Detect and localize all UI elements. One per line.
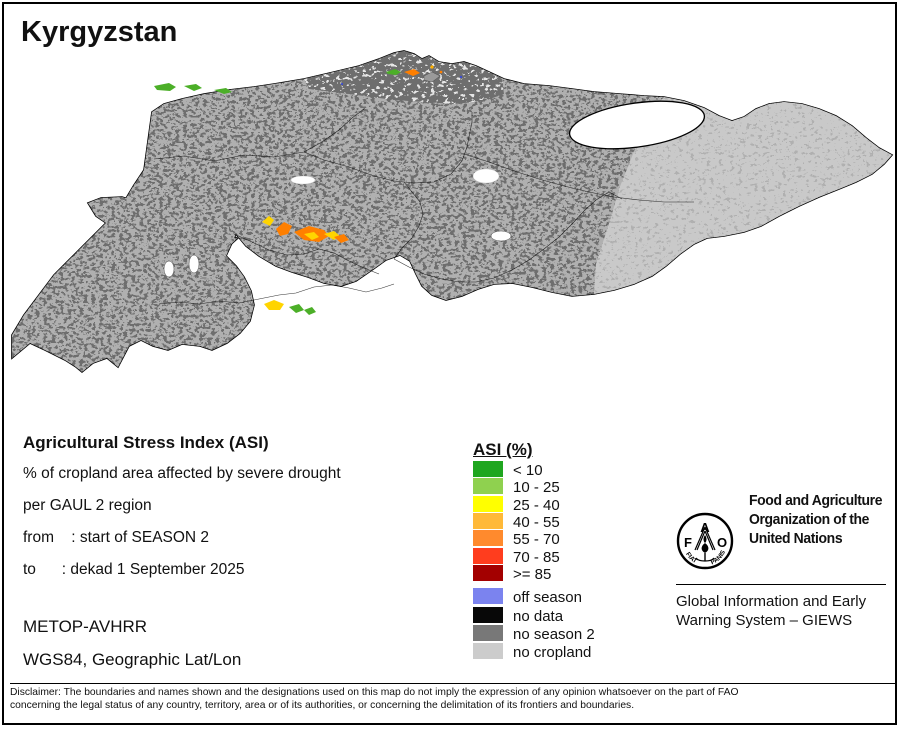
svg-text:F: F	[684, 535, 692, 550]
svg-text:FIAT: FIAT	[684, 551, 698, 565]
svg-text:O: O	[717, 535, 727, 550]
